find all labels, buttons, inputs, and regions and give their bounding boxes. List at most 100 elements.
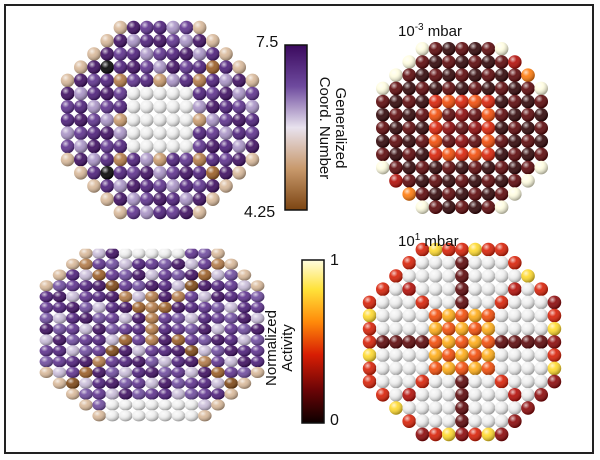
particle-bl-atom-shading [224,356,238,368]
particle-tl-atom-shading [192,126,207,140]
particle-tr-atom-shading [428,94,443,109]
particle-tl-atom-shading [126,205,141,220]
particle-bl-atom-shading [52,301,67,314]
activity-max-label: 1 [330,252,339,269]
particle-tr-atom-shading [428,134,443,148]
particle-bl-atom-shading [79,388,93,400]
particle-tl-atom-shading [206,73,220,88]
particle-br-atom-shading [455,427,469,442]
particle-br-atom-shading [494,295,509,310]
particle-bl-atom-shading [237,291,252,303]
particle-tl-atom-shading [153,60,167,74]
particle-bl-atom-shading [184,301,199,314]
particle-bl-atom-shading [171,356,186,368]
particle-tr-atom-shading [402,174,417,188]
particle-br-atom-shading [468,322,483,336]
particle-tr-atom-shading [508,187,522,201]
particle-tr-atom-shading [415,147,430,162]
particle-tr-atom-shading [428,68,443,82]
particle-tr-atom-shading [389,174,403,188]
particle-tl-atom-shading [100,179,114,193]
particle-tr-atom-shading [402,94,417,109]
particle-br-atom-shading [521,295,535,310]
particle-bl-atom-shading [198,291,212,303]
particle-tr-atom-shading [376,121,390,135]
particle-bl-atom-shading [118,280,133,292]
particle-tl-atom-shading [179,86,194,101]
particle-br-atom-shading [415,282,430,297]
particle-br-atom-shading [442,269,456,283]
particle-tr-atom-shading [442,94,456,109]
particle-tr-atom-shading [508,94,522,109]
particle-bl-atom-shading [145,258,159,270]
particle-br-atom-shading [521,374,535,389]
particle-tl-atom-shading [140,113,154,127]
particle-bl-atom-shading [145,312,159,324]
particle-tl-atom-shading [166,73,180,88]
particle-bl-atom-shading [145,291,159,303]
particle-bl-atom-shading [79,399,93,411]
particle-bl-atom-shading [145,248,159,259]
particle-tl-atom-shading [87,113,101,127]
particle-tl-atom-shading [113,139,128,154]
particle-tr-atom-shading [402,187,417,201]
particle-tl-atom-shading [219,100,233,114]
particle-tl-atom-shading [140,20,154,35]
particle-br-atom-shading [428,242,443,257]
particle-tr-atom-shading [389,81,403,96]
particle-br-atom-shading [494,427,509,442]
particle-tr-atom-shading [428,108,443,122]
particle-br-atom-shading [376,308,390,323]
particle-br-atom-shading [481,295,496,310]
particle-bl-atom-shading [158,356,172,368]
particle-tl-atom-shading [192,47,207,61]
particle-br-atom-shading [415,335,430,349]
particle-tl-atom-shading [153,139,167,154]
particle-bl-atom-shading [224,377,238,389]
particle-bl-atom-shading [66,366,80,379]
particle-br-atom-shading [521,401,535,415]
particle-bl-atom-shading [171,258,186,270]
particle-tl-atom-shading [232,166,246,180]
particle-tl-atom-shading [140,179,154,193]
particle-bl-atom-shading [92,410,106,422]
particle-bl-atom-shading [132,323,146,335]
particle-tl-atom-shading [192,152,207,167]
particle-br-atom-shading [442,414,456,429]
particle-br-atom-shading [468,255,483,270]
particle-tr-atom-shading [455,187,469,201]
particle-bl-atom-shading [237,356,252,368]
particle-bl-atom-shading [171,323,186,335]
particle-bl-atom-shading [118,269,133,281]
particle-br-atom-shading [415,401,430,415]
particle-bl-atom-shading [79,334,93,346]
particle-bl-atom-shading [66,356,80,368]
particle-tl-atom-shading [206,179,220,193]
particle-tl-atom-shading [100,126,114,140]
particle-bl-atom-shading [92,258,106,270]
particle-br-atom-shading [468,414,483,429]
pressure-top-exponent: -3 [414,22,424,33]
particle-br-atom-shading [494,308,509,323]
particle-tr-atom-shading [428,160,443,175]
particle-bl-atom-shading [171,345,186,357]
particle-bl-atom-shading [52,366,67,379]
particle-tr-atom-shading [468,94,483,109]
particle-tr-atom-shading [402,134,417,148]
particle-tl-atom-shading [206,47,220,61]
particle-br-atom-shading [402,335,417,349]
particle-br-atom-shading [402,414,417,429]
particle-br-atom-shading [362,322,377,336]
particle-tl-atom-shading [74,126,88,140]
particle-tl-atom-shading [153,113,167,127]
particle-bl-atom [119,237,133,248]
particle-bl-atom-shading [237,345,252,357]
particle-tr-atom-shading [455,108,469,122]
particle-br-atom-shading [402,388,417,402]
particle-br-atom-shading [508,348,522,363]
particle-tr-atom-shading [494,68,509,82]
particle-tr-atom-shading [455,134,469,148]
particle-bl-atom-shading [66,377,80,389]
particle-tl-atom-shading [140,139,154,154]
particle-bl-atom-shading [198,334,212,346]
